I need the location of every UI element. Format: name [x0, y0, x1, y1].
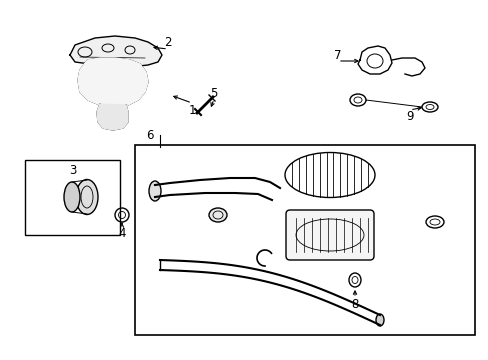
- Ellipse shape: [208, 208, 226, 222]
- Bar: [135, 145, 474, 335]
- Polygon shape: [97, 104, 128, 130]
- Text: 2: 2: [164, 36, 171, 49]
- FancyBboxPatch shape: [285, 210, 373, 260]
- Ellipse shape: [375, 314, 383, 326]
- Text: 3: 3: [69, 163, 77, 176]
- Ellipse shape: [76, 180, 98, 215]
- Polygon shape: [70, 36, 162, 67]
- Text: 9: 9: [406, 109, 413, 122]
- Ellipse shape: [64, 182, 80, 212]
- Text: 6: 6: [146, 129, 153, 141]
- Text: 7: 7: [334, 49, 341, 62]
- Text: 1: 1: [188, 104, 195, 117]
- Text: 8: 8: [350, 298, 358, 311]
- Ellipse shape: [149, 181, 161, 201]
- Text: 5: 5: [210, 86, 217, 99]
- Text: 4: 4: [118, 226, 125, 239]
- Polygon shape: [78, 58, 148, 107]
- Bar: [25, 160, 120, 235]
